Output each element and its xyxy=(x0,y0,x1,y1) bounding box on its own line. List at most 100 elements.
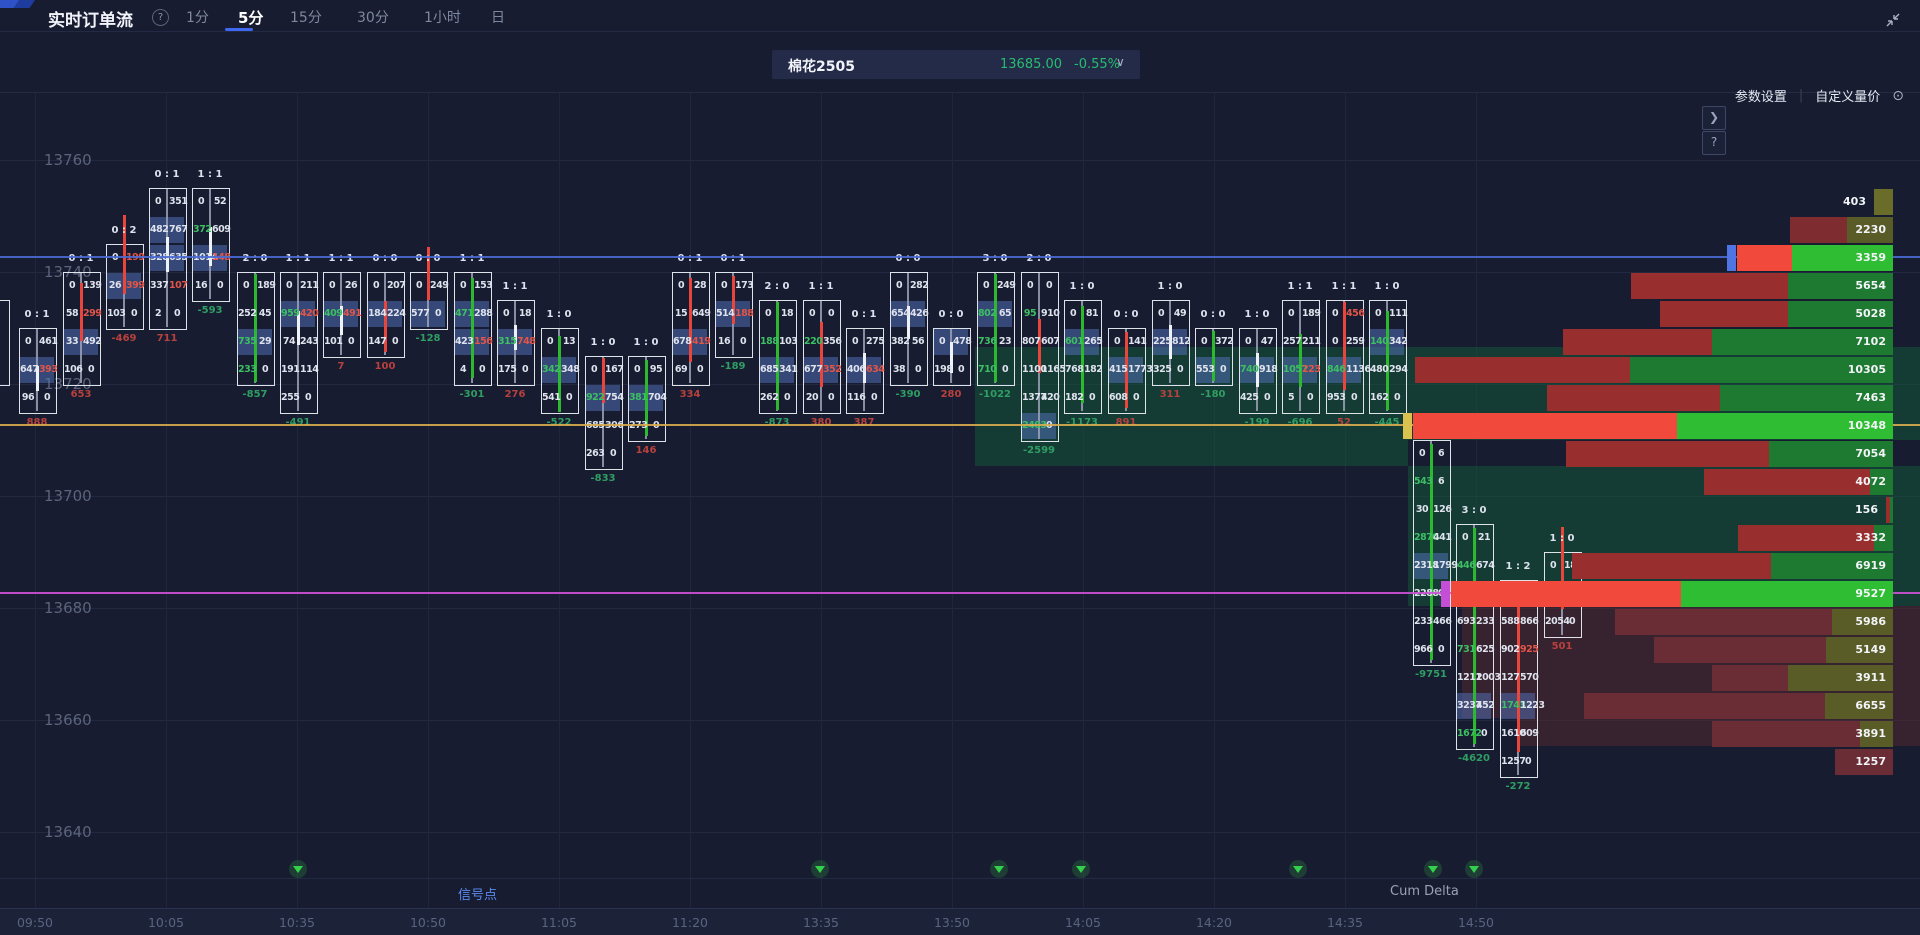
footprint-candle[interactable] xyxy=(1195,328,1233,386)
footprint-candle[interactable] xyxy=(1152,300,1190,386)
signal-arrow-icon[interactable] xyxy=(1072,860,1090,878)
footprint-candle[interactable] xyxy=(1239,328,1277,414)
time-axis[interactable]: 09:50 10:05 10:35 10:50 11:05 11:20 13:35 13:50… xyxy=(0,908,1920,935)
collapse-icon[interactable] xyxy=(1884,11,1902,33)
footprint-candle[interactable] xyxy=(497,300,535,386)
footprint-candle[interactable] xyxy=(541,328,579,414)
footprint-candle[interactable] xyxy=(585,356,623,470)
ask-volume: 478 xyxy=(953,336,972,347)
bid-volume: 2054 xyxy=(1545,616,1570,627)
instrument-bar[interactable]: 棉花2505 13685.00 -0.55% ∨ xyxy=(772,50,1140,79)
footprint-candle[interactable] xyxy=(628,356,666,442)
footprint-candle[interactable] xyxy=(759,300,797,414)
ask-volume: 348 xyxy=(561,364,580,375)
footprint-candle[interactable] xyxy=(192,188,230,302)
bid-volume: 647 xyxy=(20,364,39,375)
help-icon[interactable]: ? xyxy=(152,9,169,26)
footprint-candle[interactable] xyxy=(890,272,928,386)
bid-volume: 0 xyxy=(197,196,205,207)
bid-volume: 2 xyxy=(154,308,162,319)
signal-arrow-icon[interactable] xyxy=(811,860,829,878)
chevron-down-icon[interactable]: ∨ xyxy=(1116,55,1125,69)
profile-value: 156 xyxy=(1855,503,1878,516)
footprint-candle[interactable] xyxy=(803,300,841,414)
delta-footer: -189 xyxy=(720,361,746,372)
v-gridline-11:20 xyxy=(690,92,691,908)
footprint-candle[interactable] xyxy=(280,272,318,414)
delta-footer: -491 xyxy=(285,417,311,428)
footprint-candle[interactable] xyxy=(1369,300,1407,414)
bid-volume: 0 xyxy=(1374,308,1382,319)
profile-bar-buy xyxy=(1890,497,1893,523)
profile-bar-buy xyxy=(1720,385,1893,411)
footprint-candle[interactable] xyxy=(1064,300,1102,414)
tab-日[interactable]: 日 xyxy=(491,10,505,26)
signal-arrow-icon[interactable] xyxy=(1289,860,1307,878)
footprint-candle[interactable] xyxy=(933,328,971,386)
candle-body xyxy=(1342,302,1346,390)
footprint-candle[interactable] xyxy=(672,272,710,386)
footprint-candle[interactable] xyxy=(19,328,57,414)
tab-30分[interactable]: 30分 xyxy=(357,10,389,26)
delta-footer: 891 xyxy=(1115,417,1137,428)
delta-footer: 711 xyxy=(156,333,178,344)
footprint-candle[interactable] xyxy=(1500,580,1538,778)
footprint-candle[interactable] xyxy=(0,300,10,386)
footprint-candle[interactable] xyxy=(715,272,753,358)
ask-volume: 925 xyxy=(1520,644,1539,655)
footprint-candle[interactable] xyxy=(323,272,361,358)
ask-volume: 674 xyxy=(1476,560,1495,571)
h-gridline-13720 xyxy=(0,384,1920,385)
footprint-candle[interactable] xyxy=(977,272,1015,386)
delta-footer: 888 xyxy=(26,417,48,428)
bid-volume: 74 xyxy=(282,336,296,347)
tab-15分[interactable]: 15分 xyxy=(290,10,322,26)
footprint-candle[interactable] xyxy=(367,272,405,358)
footprint-candle[interactable] xyxy=(63,272,101,386)
signal-arrow-icon[interactable] xyxy=(1424,860,1442,878)
bid-volume: 0 xyxy=(1287,308,1295,319)
ask-volume: 2003 xyxy=(1476,672,1501,683)
bid-volume: 1257 xyxy=(1501,756,1526,767)
expand-panel-button[interactable]: ❯ xyxy=(1702,106,1726,130)
footprint-candle[interactable] xyxy=(1282,300,1320,414)
footprint-candle[interactable] xyxy=(149,188,187,330)
profile-bar-sell xyxy=(1563,329,1712,355)
footprint-candle[interactable] xyxy=(237,272,275,386)
footprint-candle[interactable] xyxy=(846,328,884,414)
v-gridline-10:50 xyxy=(428,92,429,908)
signal-arrow-icon[interactable] xyxy=(1465,860,1483,878)
profile-value: 5986 xyxy=(1855,615,1886,628)
bid-volume: 0 xyxy=(808,308,816,319)
bid-volume: 731 xyxy=(1457,644,1476,655)
profile-bar-sell xyxy=(1415,357,1630,383)
signal-point-label[interactable]: 信号点 xyxy=(458,888,498,903)
bid-volume: 127 xyxy=(1501,672,1520,683)
tab-1小时[interactable]: 1小时 xyxy=(424,10,461,26)
profile-bar-buy xyxy=(1874,525,1893,551)
footprint-candle[interactable] xyxy=(1021,272,1059,442)
footprint-candle[interactable] xyxy=(454,272,492,386)
bid-volume: 106 xyxy=(64,364,83,375)
tab-5分[interactable]: 5分 xyxy=(238,9,264,27)
settings-button[interactable]: 参数设置 xyxy=(1734,90,1787,105)
profile-bar-buy xyxy=(1870,469,1893,495)
footprint-candle[interactable] xyxy=(1456,524,1494,750)
ask-volume: 420 xyxy=(1041,392,1060,403)
time-label-13:50: 13:50 xyxy=(933,915,971,930)
ask-volume: 866 xyxy=(1520,616,1539,627)
profile-bar-sell xyxy=(1631,273,1788,299)
ask-volume: 372 xyxy=(1215,336,1234,347)
footprint-candle[interactable] xyxy=(1326,300,1364,414)
gear-icon[interactable]: ⊙ xyxy=(1892,87,1904,104)
footprint-candle[interactable] xyxy=(1108,328,1146,414)
signal-arrow-icon[interactable] xyxy=(990,860,1008,878)
profile-bar-sell xyxy=(1572,553,1771,579)
candle-body xyxy=(644,360,648,436)
footprint-candle[interactable] xyxy=(1413,440,1451,666)
profile-bar-sell xyxy=(1654,637,1826,663)
signal-arrow-icon[interactable] xyxy=(289,860,307,878)
tab-1分[interactable]: 1分 xyxy=(186,10,209,26)
panel-help-button[interactable]: ? xyxy=(1702,131,1726,155)
custom-volume-price-button[interactable]: 自定义量价 xyxy=(1815,90,1881,105)
